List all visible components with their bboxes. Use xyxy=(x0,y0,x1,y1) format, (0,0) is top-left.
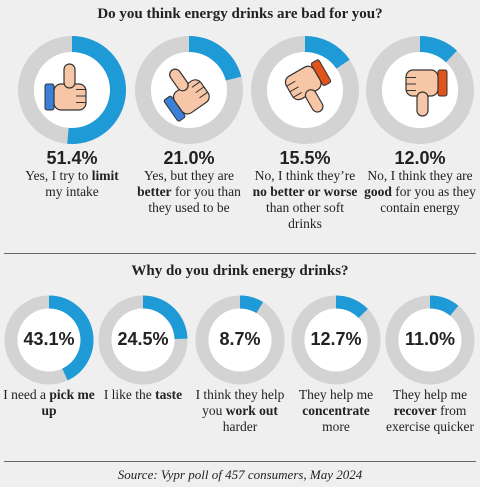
category-label: No, I think they’re no better or worse t… xyxy=(249,168,361,232)
category-label: No, I think they are good for you as the… xyxy=(364,168,476,216)
category-label: They help me concentrate more xyxy=(288,387,384,435)
label-part: for you than they used to be xyxy=(148,184,241,215)
label-part: harder xyxy=(222,419,258,434)
label-part: more xyxy=(322,419,350,434)
label-part: recover xyxy=(393,403,437,418)
value-label: 21.0% xyxy=(163,148,215,168)
thumb-icon xyxy=(44,63,87,111)
donut-segment xyxy=(419,36,457,63)
donut-hole xyxy=(17,308,81,372)
icon-thumb xyxy=(169,68,189,92)
donut-hole xyxy=(398,308,462,372)
donut-hole xyxy=(304,308,368,372)
label-part: No, I think they’re xyxy=(254,168,356,183)
label-part: No, I think they are xyxy=(367,168,473,183)
value-label: 15.5% xyxy=(279,148,331,168)
category-label: Yes, but they are better for you than th… xyxy=(133,168,245,216)
icon-thumb xyxy=(416,91,429,117)
value-label: 8.7% xyxy=(219,329,261,349)
icon-finger xyxy=(199,91,208,99)
label-part: I like the xyxy=(103,387,156,402)
value-label: 24.5% xyxy=(117,329,169,349)
value-label: 43.1% xyxy=(23,329,75,349)
donut-segment xyxy=(429,295,459,316)
label-part: good xyxy=(364,184,392,199)
value-label: 11.0% xyxy=(404,329,456,349)
donut-segment xyxy=(48,295,94,381)
icon-finger xyxy=(195,86,205,94)
donut-segment xyxy=(335,295,368,319)
category-label: Yes, I try to limit my intake xyxy=(16,168,128,200)
icon-finger xyxy=(191,81,201,88)
label-part: than other soft drinks xyxy=(266,200,344,231)
label-part: my intake xyxy=(45,184,99,199)
icon-finger xyxy=(289,86,299,93)
label-part: from exercise quicker xyxy=(385,403,475,434)
label-part: Yes, but they are xyxy=(143,168,235,183)
separator xyxy=(4,253,476,254)
label-part: taste xyxy=(155,387,183,402)
separator xyxy=(4,461,476,462)
label-part: They help me xyxy=(392,387,468,402)
label-part: Yes, I try to xyxy=(25,168,92,183)
label-part: limit xyxy=(91,168,119,183)
label-part: concentrate xyxy=(302,403,370,418)
donut-segment xyxy=(239,295,264,314)
donut-hole xyxy=(208,308,272,372)
donut-segment xyxy=(67,36,126,144)
label-part: I need a xyxy=(3,387,50,402)
category-label: I like the taste xyxy=(95,387,191,403)
label-part: no better or worse xyxy=(252,184,358,199)
label-part: They help me xyxy=(298,387,374,402)
icon-thumb xyxy=(304,89,324,113)
icon-finger xyxy=(286,80,296,87)
chart-title: Do you think energy drinks are bad for y… xyxy=(97,6,383,22)
icon-finger xyxy=(292,92,303,98)
label-part: work out xyxy=(225,403,278,418)
category-label: I think they help you work out harder xyxy=(192,387,288,435)
thumb-icon xyxy=(163,68,210,122)
label-part: I think they help you xyxy=(195,387,285,418)
icon-cuff xyxy=(437,69,448,97)
donut-segment xyxy=(304,36,350,70)
category-label: I need a pick me up xyxy=(1,387,97,419)
label-part: for you as they contain energy xyxy=(380,184,476,215)
value-label: 12.7% xyxy=(310,329,362,349)
chart-title: Why do you drink energy drinks? xyxy=(131,263,349,279)
source-note: Source: Vypr poll of 457 consumers, May … xyxy=(117,467,363,482)
category-label: They help me recover from exercise quick… xyxy=(382,387,478,435)
value-label: 12.0% xyxy=(394,148,446,168)
donut-hole xyxy=(111,308,175,372)
label-part: pick me up xyxy=(41,387,95,418)
icon-cuff xyxy=(44,83,55,111)
label-part: better xyxy=(137,184,172,199)
donut-segment xyxy=(142,295,188,340)
icon-thumb xyxy=(63,63,76,89)
donut-segment xyxy=(188,36,242,81)
thumb-icon xyxy=(405,69,448,117)
value-label: 51.4% xyxy=(46,148,98,168)
thumb-icon xyxy=(284,59,332,113)
